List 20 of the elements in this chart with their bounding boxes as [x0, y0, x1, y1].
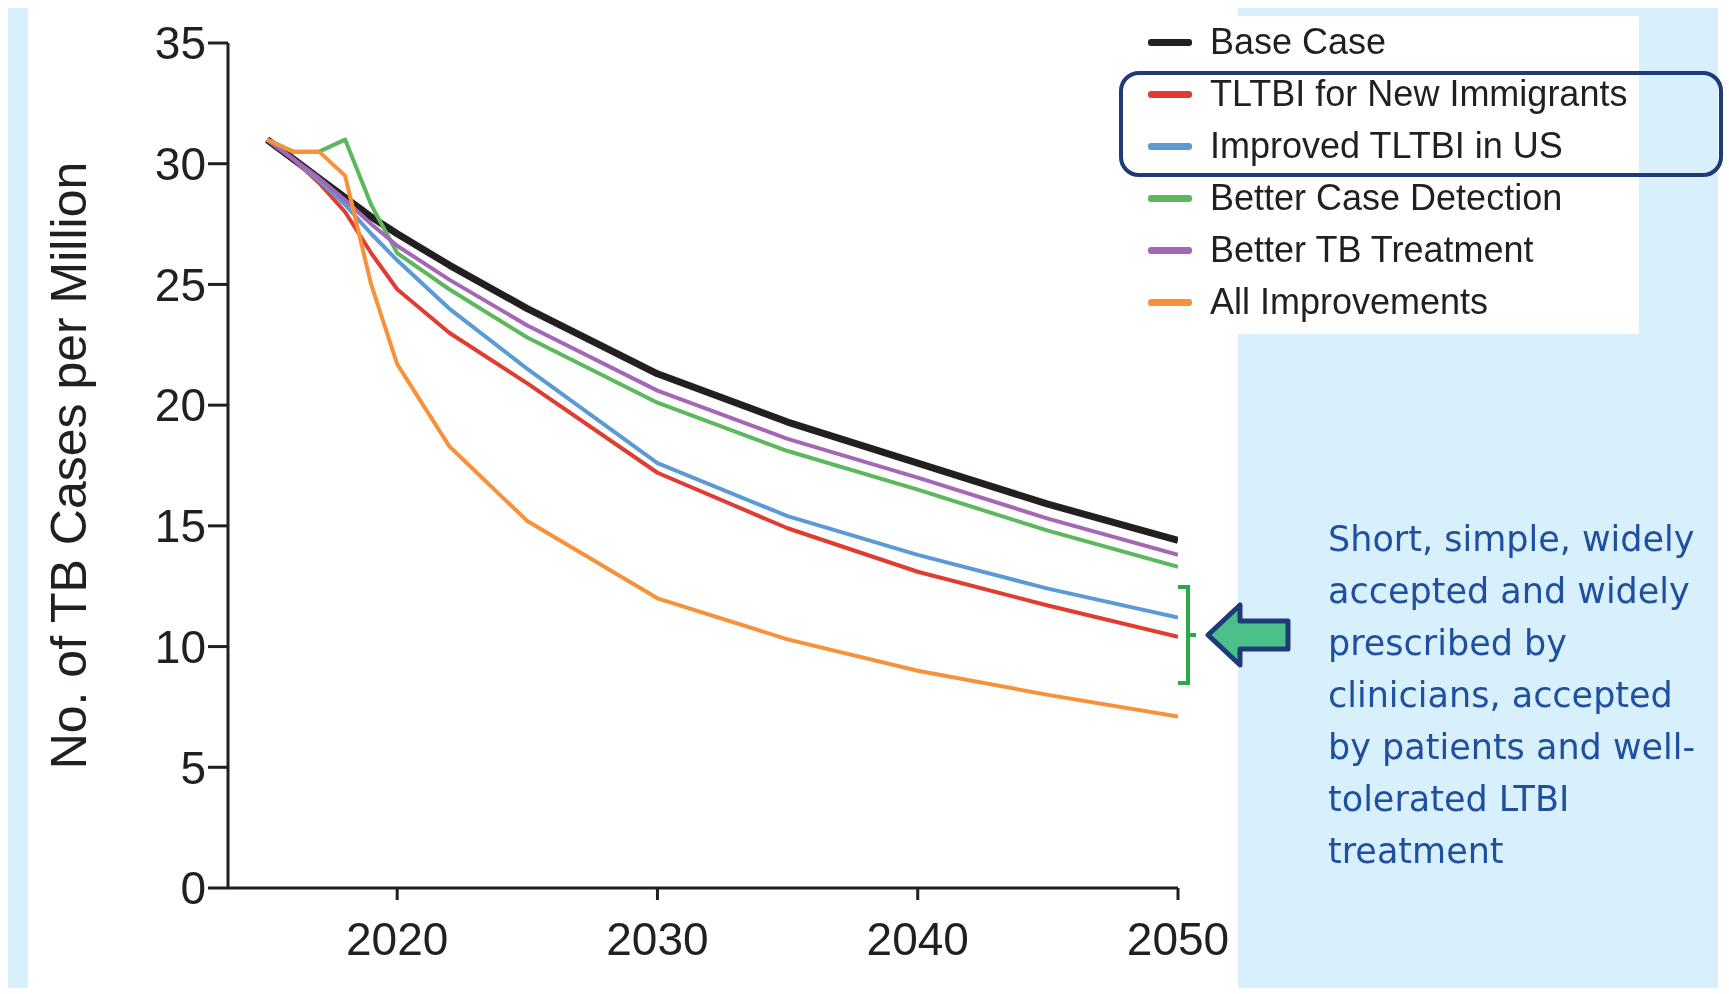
y-tick-label: 0 [180, 862, 206, 915]
y-tick-label: 10 [154, 620, 206, 673]
legend-label: Better Case Detection [1210, 177, 1563, 219]
y-tick-label: 15 [154, 500, 206, 553]
y-tick-label: 30 [154, 138, 206, 191]
legend-label: Better TB Treatment [1210, 229, 1534, 271]
text: Short, simple, widely accepted and widely prescribed by clinicians, accepted by patients and well-tolerated LTBI treatment [1328, 518, 1697, 873]
y-tick-label: 35 [154, 17, 206, 70]
legend-label: All Improvements [1210, 281, 1489, 323]
x-tick-label: 2020 [346, 912, 449, 965]
y-tick-label: 20 [154, 379, 206, 432]
legend-label: TLTBI for New Immigrants [1210, 73, 1628, 115]
x-tick-label: 2030 [606, 912, 709, 965]
y-tick-label: 25 [154, 258, 206, 311]
legend-label: Improved TLTBI in US [1210, 125, 1563, 167]
y-tick-label: 5 [180, 741, 206, 794]
y-axis-title: No. of TB Cases per Million [40, 161, 97, 770]
x-tick-label: 2040 [866, 912, 969, 965]
legend-label: Base Case [1210, 21, 1387, 63]
x-tick-label: 2050 [1126, 912, 1230, 965]
